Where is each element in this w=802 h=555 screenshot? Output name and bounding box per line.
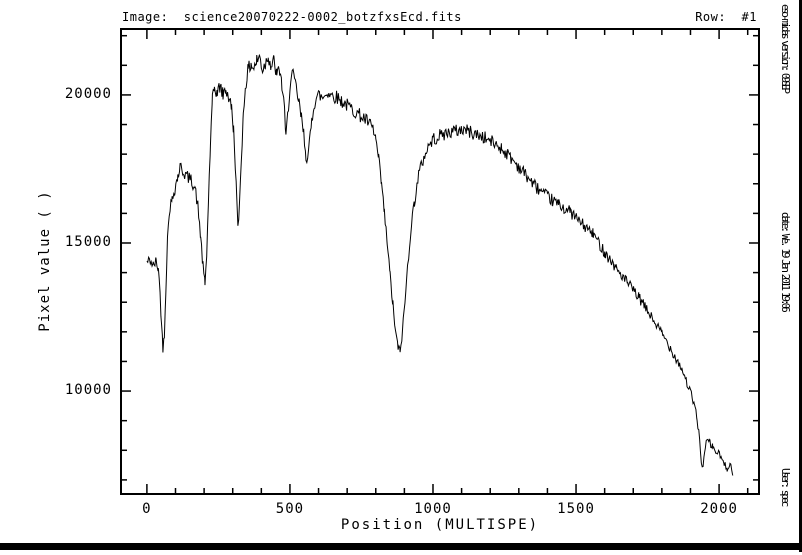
- x-tick-label: 1500: [557, 501, 595, 517]
- plot-frame: [120, 28, 760, 495]
- spectrum-trace: [146, 53, 734, 476]
- image-name-label: Image: science20070222-0002_botzfxsEcd.f…: [122, 10, 462, 24]
- sidebar-version-text: eso-midas version: 09SEP: [779, 4, 792, 91]
- window-right-border: [799, 0, 802, 552]
- y-tick-label: 10000: [64, 382, 112, 399]
- sidebar-date-text: date: We. 19 Jan 2011 19:06: [779, 212, 792, 310]
- y-axis-title: Pixel value ( ): [37, 190, 53, 332]
- x-axis-title: Position (MULTISPE): [340, 517, 540, 533]
- y-tick-label: 15000: [64, 233, 112, 250]
- y-tick-label: 20000: [64, 85, 112, 102]
- x-tick-label: 0: [142, 501, 152, 517]
- x-tick-label: 500: [275, 501, 305, 517]
- spectrum-plot: [120, 28, 760, 495]
- row-number-label: Row: #1: [695, 10, 757, 24]
- window-bottom-border-bar: [0, 543, 802, 550]
- x-tick-label: 1000: [414, 501, 452, 517]
- sidebar-user-text: User: spec: [779, 468, 792, 505]
- x-tick-label: 2000: [700, 501, 738, 517]
